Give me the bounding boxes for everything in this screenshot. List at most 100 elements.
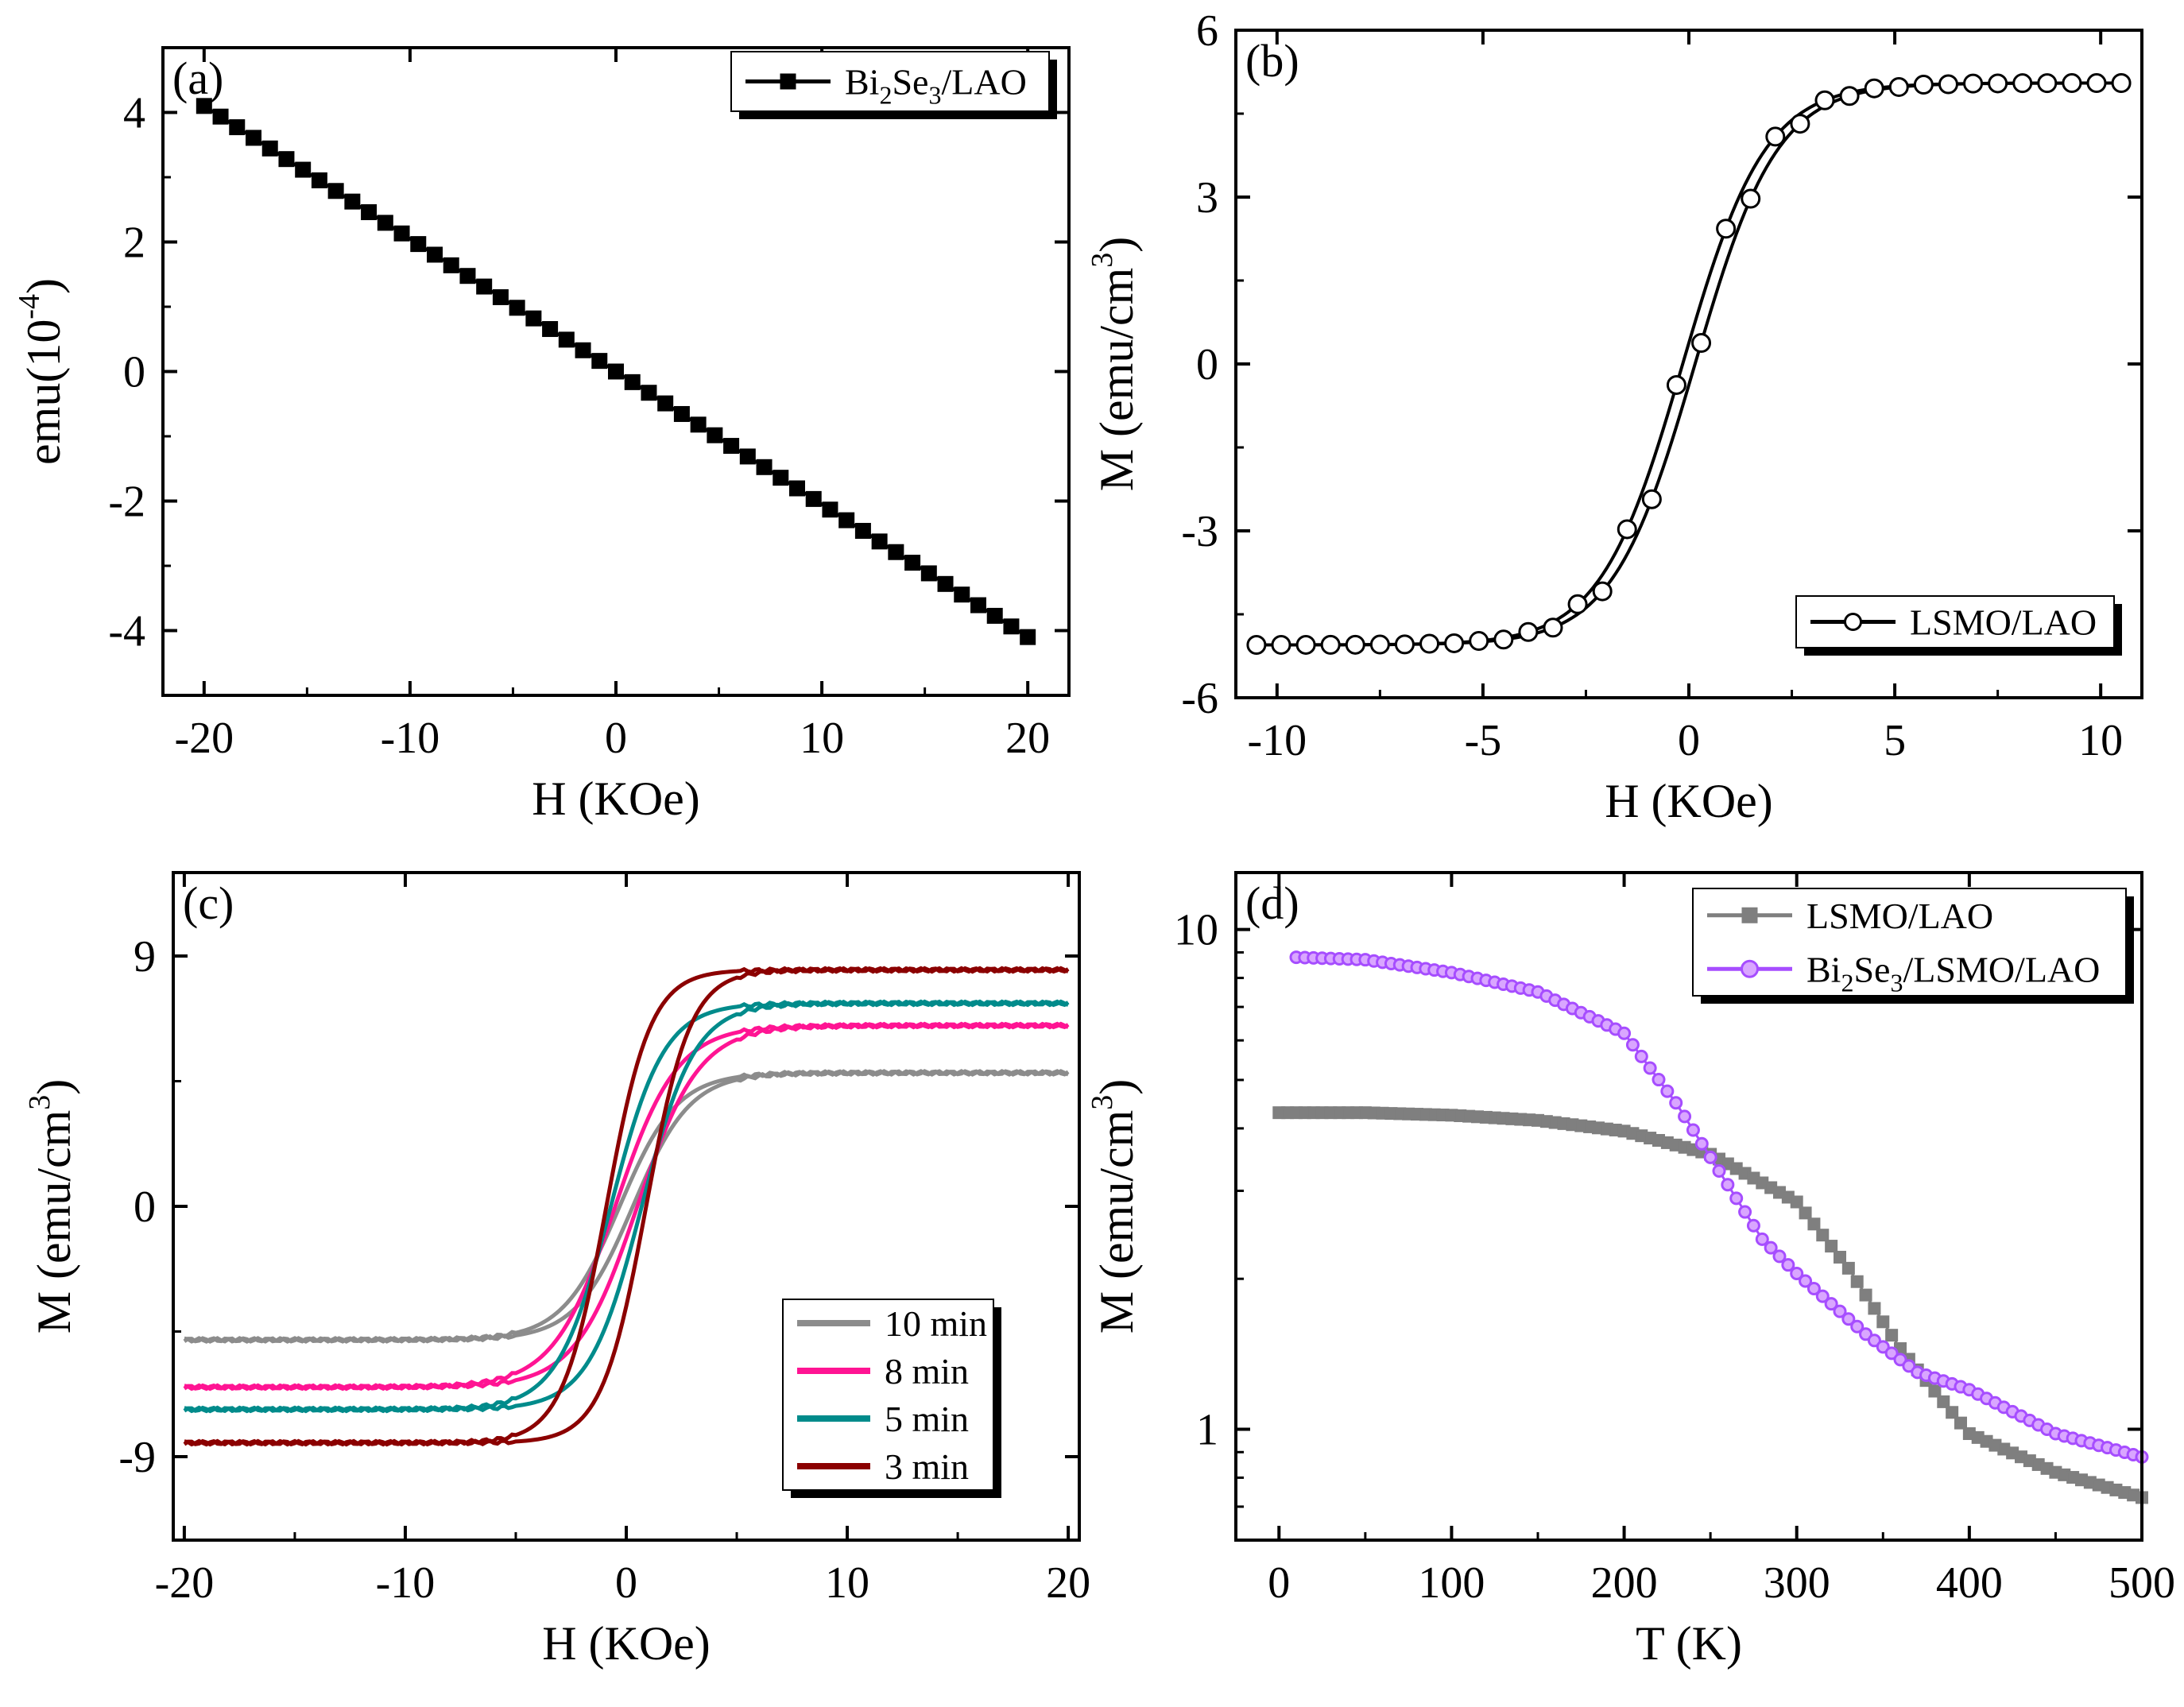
chart-panel-b: -10 -5 0 5 10 -6 -3 0 3 6 H (KOe) M (emu/cm3) (b) LSM… (1086, 6, 2143, 827)
data-point (805, 490, 822, 507)
data-point (1893, 1353, 1907, 1367)
y-tick-label: -3 (1181, 507, 1218, 556)
data-point (1790, 1195, 1803, 1209)
data-point (1741, 907, 1758, 923)
data-point (1844, 613, 1862, 631)
data-point (509, 300, 525, 316)
plot-area (1272, 950, 2149, 1504)
y-tick-label: 1 (1196, 1405, 1218, 1454)
panel-letter: (a) (172, 52, 223, 104)
y-tick-label: -2 (108, 478, 145, 527)
x-axis-title: H (KOe) (1605, 775, 1773, 827)
data-point (1764, 1241, 1778, 1255)
data-point (1850, 1319, 1865, 1333)
data-point (1634, 1049, 1648, 1063)
data-point (1806, 1282, 1821, 1296)
y-axis-title: M (emu/cm3) (1086, 1079, 1143, 1334)
data-point (756, 459, 773, 475)
data-point (1839, 86, 1860, 106)
y-tick-label: 0 (1196, 340, 1218, 389)
x-tick-label: 300 (1764, 1558, 1830, 1608)
data-point (789, 480, 805, 497)
data-point (1824, 1297, 1838, 1311)
y-tick-label: -6 (1181, 674, 1218, 723)
data-point (1790, 114, 1810, 134)
legend-label: Bi2Se3/LSMO/LAO (1806, 949, 2100, 997)
data-point (1928, 1384, 1942, 1398)
x-tick-label: 5 (1884, 716, 1906, 765)
data-point (1738, 1205, 1752, 1219)
series-line (183, 999, 1070, 1414)
data-point (1678, 1109, 1692, 1124)
data-point (970, 597, 986, 614)
y-tick-label: 0 (134, 1183, 156, 1232)
data-point (1814, 90, 1835, 110)
y-tick-label: 0 (123, 348, 145, 397)
data-point (1841, 1261, 1855, 1275)
data-point (344, 193, 361, 210)
x-tick-label: -5 (1465, 716, 1502, 765)
chart-panel-d: 0 100 200 300 400 500 1 10 T (K) M (emu/cm3) (d) LS… (1086, 871, 2175, 1670)
data-point (1850, 1275, 1864, 1288)
data-point (1790, 1266, 1804, 1280)
data-point (1755, 1232, 1769, 1246)
data-point (2086, 73, 2107, 94)
data-point (1868, 1302, 1881, 1315)
data-point (1746, 1218, 1760, 1233)
data-point (476, 278, 493, 295)
x-tick-label: -10 (376, 1558, 436, 1608)
data-point (2012, 73, 2033, 94)
data-point (1884, 1346, 1899, 1361)
data-point (1652, 1073, 1666, 1087)
data-point (246, 130, 261, 146)
data-point (1643, 1061, 1657, 1075)
data-point (1518, 621, 1539, 642)
data-point (904, 555, 921, 571)
data-point (295, 161, 312, 178)
data-point (1660, 1084, 1675, 1098)
y-axis-title: emu(10-4) (13, 278, 70, 465)
legend-label: LSMO/LAO (1910, 602, 2097, 643)
data-point (1444, 633, 1465, 653)
legend-label: LSMO/LAO (1806, 896, 1993, 936)
data-point (1617, 519, 1637, 540)
data-point (1625, 1038, 1640, 1052)
data-point (1859, 1327, 1873, 1341)
x-tick-label: -10 (1247, 716, 1307, 765)
data-point (1246, 634, 1267, 655)
data-point (443, 257, 459, 273)
data-point (937, 575, 954, 592)
data-point (1666, 374, 1686, 395)
data-point (1988, 73, 2008, 94)
plot-area (1246, 73, 2132, 655)
data-point (871, 533, 888, 550)
data-point (2062, 73, 2082, 94)
data-point (1641, 489, 1662, 509)
x-tick-label: -20 (155, 1558, 215, 1608)
plot-frame (1234, 871, 2143, 1542)
data-point (459, 268, 476, 284)
data-point (1691, 333, 1712, 354)
data-point (1815, 1289, 1830, 1303)
data-point (1369, 634, 1390, 655)
data-point (1876, 1340, 1890, 1354)
x-tick-label: -10 (381, 714, 440, 763)
data-point (1938, 74, 1958, 95)
x-tick-label: 0 (605, 714, 627, 763)
y-tick-label: 2 (123, 219, 145, 268)
x-tick-label: 20 (1046, 1558, 1090, 1608)
data-point (1741, 188, 1761, 209)
x-tick-label: 0 (615, 1558, 637, 1608)
y-tick-label: -9 (118, 1433, 156, 1482)
data-point (1419, 633, 1440, 654)
data-point (261, 140, 278, 157)
data-point (1825, 1240, 1838, 1253)
data-point (1954, 1416, 1967, 1430)
data-point (1271, 634, 1291, 655)
data-point (1741, 959, 1759, 978)
data-point (1799, 1206, 1812, 1220)
legend-box (782, 1299, 994, 1491)
data-point (591, 353, 608, 370)
data-point (888, 544, 904, 560)
data-point (361, 204, 378, 221)
